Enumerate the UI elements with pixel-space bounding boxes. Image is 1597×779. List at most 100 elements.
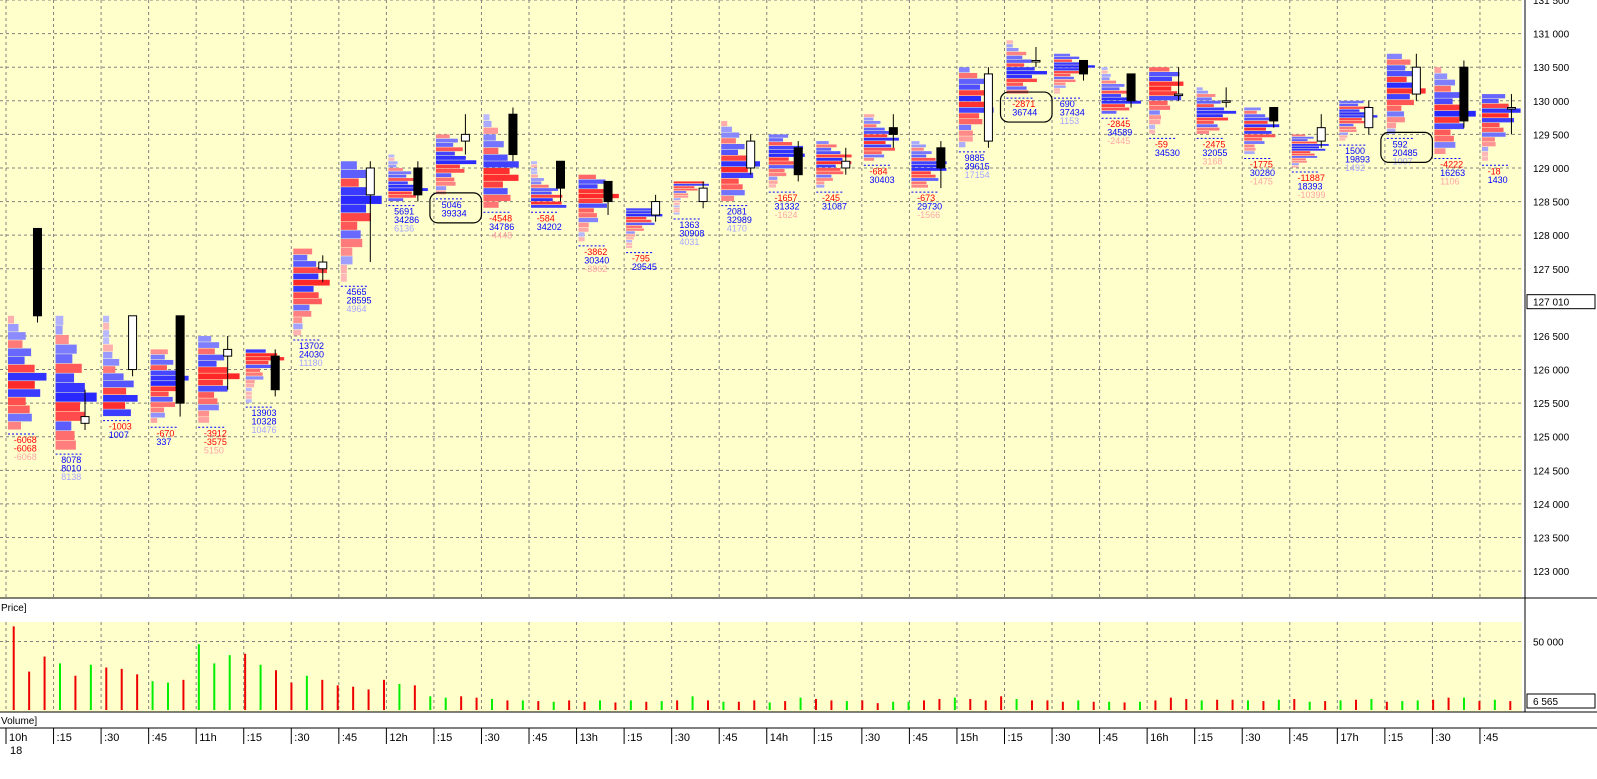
volume-profile-row	[721, 126, 732, 132]
volume-profile-row	[198, 417, 210, 423]
volume-profile-row	[816, 144, 837, 148]
highlight-box	[999, 91, 1053, 123]
volume-profile-row	[1149, 119, 1161, 125]
volume-profile-row	[150, 386, 184, 392]
volume-profile-row	[958, 119, 983, 125]
volume-profile-row	[198, 373, 240, 380]
volume-profile-row	[483, 194, 511, 202]
volume-profile-row	[768, 142, 793, 146]
bar-annotation-label: -4448	[489, 230, 512, 240]
time-tick-label: :30	[1245, 732, 1260, 744]
volume-profile-row	[340, 256, 353, 265]
volume-profile-row	[1149, 115, 1162, 120]
volume-profile-row	[816, 154, 852, 158]
volume-profile-row	[1339, 138, 1346, 141]
time-tick-label: :30	[104, 732, 119, 744]
volume-profile-row	[578, 198, 603, 203]
candle-body	[270, 355, 280, 391]
volume-profile-row	[198, 354, 225, 361]
volume-profile-row	[1339, 103, 1359, 107]
volume-profile-row	[1291, 143, 1329, 146]
volume-profile-row	[245, 391, 252, 395]
candle-body	[983, 73, 993, 142]
volume-profile-row	[150, 354, 165, 360]
volume-profile-row	[483, 127, 499, 134]
volume-profile-row	[1149, 71, 1180, 77]
volume-profile-row	[578, 184, 598, 189]
volume-profile-row	[721, 190, 745, 196]
volume-profile-row	[340, 213, 371, 222]
volume-profile-row	[1054, 79, 1076, 83]
volume-profile-row	[768, 184, 777, 188]
bar-annotation-label: 2081	[727, 207, 747, 217]
bar-annotation-label: 30280	[1250, 168, 1275, 178]
time-tick-label: :30	[294, 732, 309, 744]
volume-profile-row	[816, 167, 841, 171]
volume-profile-row	[1291, 165, 1299, 168]
volume-profile-row	[1244, 117, 1276, 121]
time-tick-label: :45	[1483, 732, 1498, 744]
volume-profile-row	[245, 387, 252, 392]
candle-body	[698, 187, 708, 203]
volume-profile-row	[958, 95, 982, 102]
volume-profile-row	[626, 234, 636, 237]
volume-profile-row	[245, 376, 264, 380]
volume-profile-row	[863, 151, 882, 155]
bar-annotation-label: -795	[632, 254, 650, 264]
highlight-box	[429, 192, 483, 224]
time-tick-label: :45	[532, 732, 547, 744]
volume-profile-row	[388, 178, 417, 181]
volume-profile-row	[1196, 120, 1214, 124]
bar-annotation-label: 1363	[679, 220, 699, 230]
bar-annotation-label: -6068	[14, 444, 37, 454]
volume-profile-row	[1101, 90, 1130, 94]
volume-profile-row	[531, 178, 544, 181]
bar-annotation-label: 10328	[251, 417, 276, 427]
current-volume-box	[1526, 693, 1596, 709]
volume-profile-row	[435, 155, 466, 160]
volume-profile-row	[958, 84, 981, 90]
volume-profile-row	[531, 191, 552, 195]
volume-profile-row	[1434, 129, 1451, 136]
volume-profile-row	[1196, 127, 1220, 131]
candle-body	[555, 160, 565, 189]
bar-annotation-label: 31332	[774, 202, 799, 212]
volume-profile-row	[1006, 44, 1013, 48]
volume-profile-row	[1481, 142, 1496, 147]
volume-profile-row	[1149, 81, 1184, 86]
price-tick-label: 131 000	[1533, 30, 1570, 41]
time-tick-label: :30	[484, 732, 499, 744]
time-tick-label: 16h	[1150, 732, 1168, 744]
volume-profile-row	[531, 198, 553, 202]
volume-profile-row	[721, 138, 736, 144]
volume-profile-row	[245, 353, 278, 357]
time-tick-label: :30	[1435, 732, 1450, 744]
volume-profile-row	[388, 188, 428, 191]
time-tick-label: :45	[1293, 732, 1308, 744]
volume-profile-row	[1244, 107, 1261, 111]
volume-profile-row	[911, 174, 936, 178]
time-tick-label: 17h	[1340, 732, 1358, 744]
bar-annotation-label: 1106	[1440, 177, 1459, 187]
volume-profile-row	[103, 351, 113, 359]
price-tick-label: 128 500	[1533, 198, 1570, 209]
volume-profile-row	[55, 354, 73, 364]
volume-profile-row	[911, 181, 927, 185]
bar-annotation-label: 34786	[489, 222, 514, 232]
volume-profile-row	[816, 178, 833, 181]
volume-profile-row	[1434, 85, 1451, 92]
volume-profile-row	[863, 131, 896, 134]
volume-profile-row	[1244, 137, 1263, 141]
volume-profile-row	[1244, 144, 1255, 148]
volume-profile-row	[721, 155, 749, 161]
bar-annotation-label: -245	[822, 193, 840, 203]
bar-annotation-label: 29545	[632, 262, 657, 272]
volume-profile-row	[1149, 110, 1160, 115]
volume-profile-row	[958, 124, 972, 131]
volume-profile-row	[1481, 151, 1488, 156]
bar-annotation-label: 29730	[917, 202, 942, 212]
